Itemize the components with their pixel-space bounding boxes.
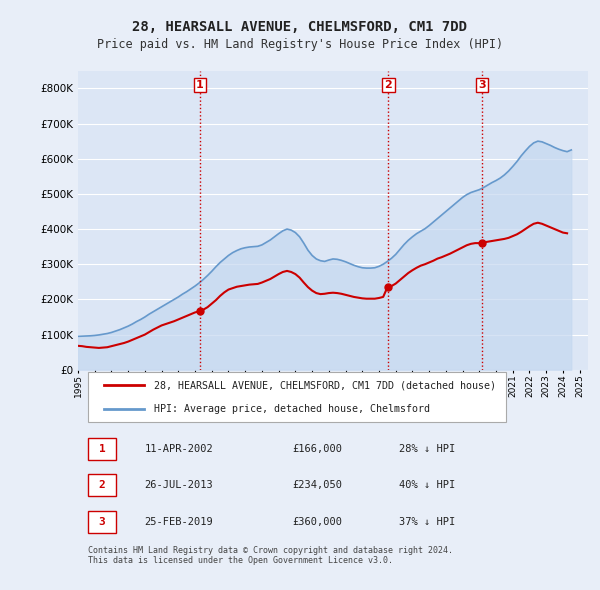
Text: £234,050: £234,050 [292, 480, 342, 490]
FancyBboxPatch shape [88, 474, 116, 496]
Text: 1: 1 [196, 80, 203, 90]
Text: 11-APR-2002: 11-APR-2002 [145, 444, 213, 454]
Text: £360,000: £360,000 [292, 517, 342, 527]
Text: 28% ↓ HPI: 28% ↓ HPI [400, 444, 455, 454]
Text: Price paid vs. HM Land Registry's House Price Index (HPI): Price paid vs. HM Land Registry's House … [97, 38, 503, 51]
Text: Contains HM Land Registry data © Crown copyright and database right 2024.
This d: Contains HM Land Registry data © Crown c… [88, 546, 453, 565]
Text: 1: 1 [98, 444, 106, 454]
Text: 40% ↓ HPI: 40% ↓ HPI [400, 480, 455, 490]
Text: 2: 2 [98, 480, 106, 490]
FancyBboxPatch shape [88, 511, 116, 533]
Text: £166,000: £166,000 [292, 444, 342, 454]
Text: 3: 3 [98, 517, 106, 527]
Text: 28, HEARSALL AVENUE, CHELMSFORD, CM1 7DD (detached house): 28, HEARSALL AVENUE, CHELMSFORD, CM1 7DD… [155, 380, 497, 390]
Text: 25-FEB-2019: 25-FEB-2019 [145, 517, 213, 527]
FancyBboxPatch shape [88, 438, 116, 460]
Text: 2: 2 [385, 80, 392, 90]
Text: HPI: Average price, detached house, Chelmsford: HPI: Average price, detached house, Chel… [155, 404, 431, 414]
Text: 37% ↓ HPI: 37% ↓ HPI [400, 517, 455, 527]
Text: 3: 3 [478, 80, 485, 90]
Text: 28, HEARSALL AVENUE, CHELMSFORD, CM1 7DD: 28, HEARSALL AVENUE, CHELMSFORD, CM1 7DD [133, 19, 467, 34]
FancyBboxPatch shape [88, 372, 506, 422]
Text: 26-JUL-2013: 26-JUL-2013 [145, 480, 213, 490]
